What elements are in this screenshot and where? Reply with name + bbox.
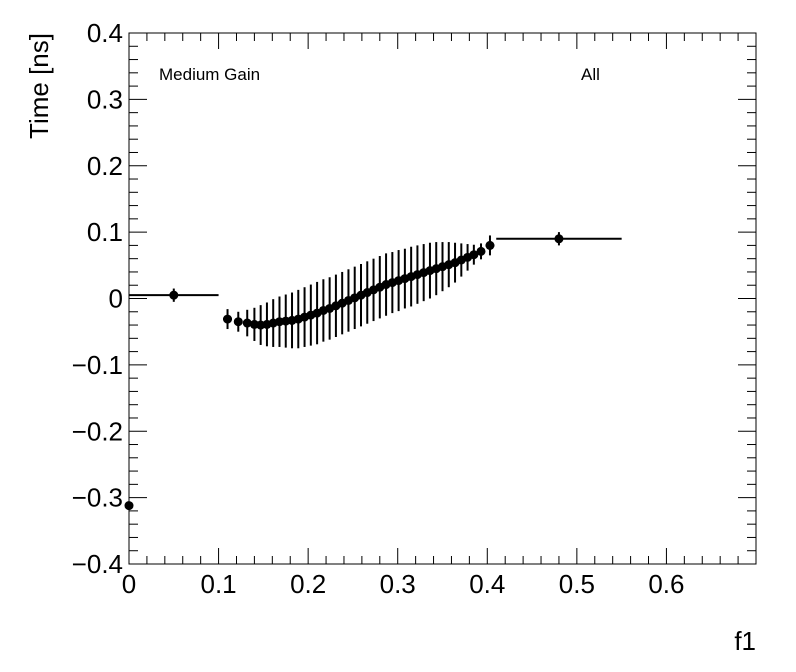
data-point bbox=[554, 234, 564, 244]
annotation-all: All bbox=[581, 65, 600, 84]
axis-ticks bbox=[128, 32, 757, 565]
data-point bbox=[169, 290, 179, 300]
y-tick-label: 0.3 bbox=[87, 84, 123, 114]
plot-frame bbox=[128, 32, 757, 565]
y-tick-label: −0.2 bbox=[72, 416, 123, 446]
data-point bbox=[476, 246, 486, 256]
x-tick-label: 0.3 bbox=[380, 569, 416, 599]
data-point bbox=[223, 314, 233, 324]
annotation-medium-gain: Medium Gain bbox=[159, 65, 260, 84]
data-point bbox=[233, 317, 243, 327]
y-tick-label: 0.1 bbox=[87, 217, 123, 247]
x-tick-label: 0.2 bbox=[290, 569, 326, 599]
y-tick-label: 0.4 bbox=[87, 18, 123, 48]
y-tick-label: 0 bbox=[109, 284, 123, 314]
y-tick-label: 0.2 bbox=[87, 151, 123, 181]
x-tick-label: 0 bbox=[122, 569, 136, 599]
y-tick-label: −0.4 bbox=[72, 549, 123, 579]
y-tick-label: −0.1 bbox=[72, 350, 123, 380]
data-point bbox=[485, 240, 495, 250]
data-point bbox=[124, 501, 134, 511]
data-point bbox=[469, 250, 479, 260]
axis-tick-labels: 0 0.1 0.2 0.3 0.4 0.5 0.6 −0.4 −0.3 −0.2 −0.1 0 0.1 0… bbox=[72, 18, 685, 599]
x-tick-label: 0.6 bbox=[648, 569, 684, 599]
x-tick-label: 0.5 bbox=[559, 569, 595, 599]
x-axis-title: f1 bbox=[734, 626, 756, 656]
y-axis-title: Time [ns] bbox=[24, 33, 54, 139]
data-point bbox=[242, 318, 252, 328]
y-tick-label: −0.3 bbox=[72, 483, 123, 513]
data-points bbox=[124, 234, 564, 511]
x-tick-label: 0.1 bbox=[200, 569, 236, 599]
x-tick-label: 0.4 bbox=[469, 569, 505, 599]
